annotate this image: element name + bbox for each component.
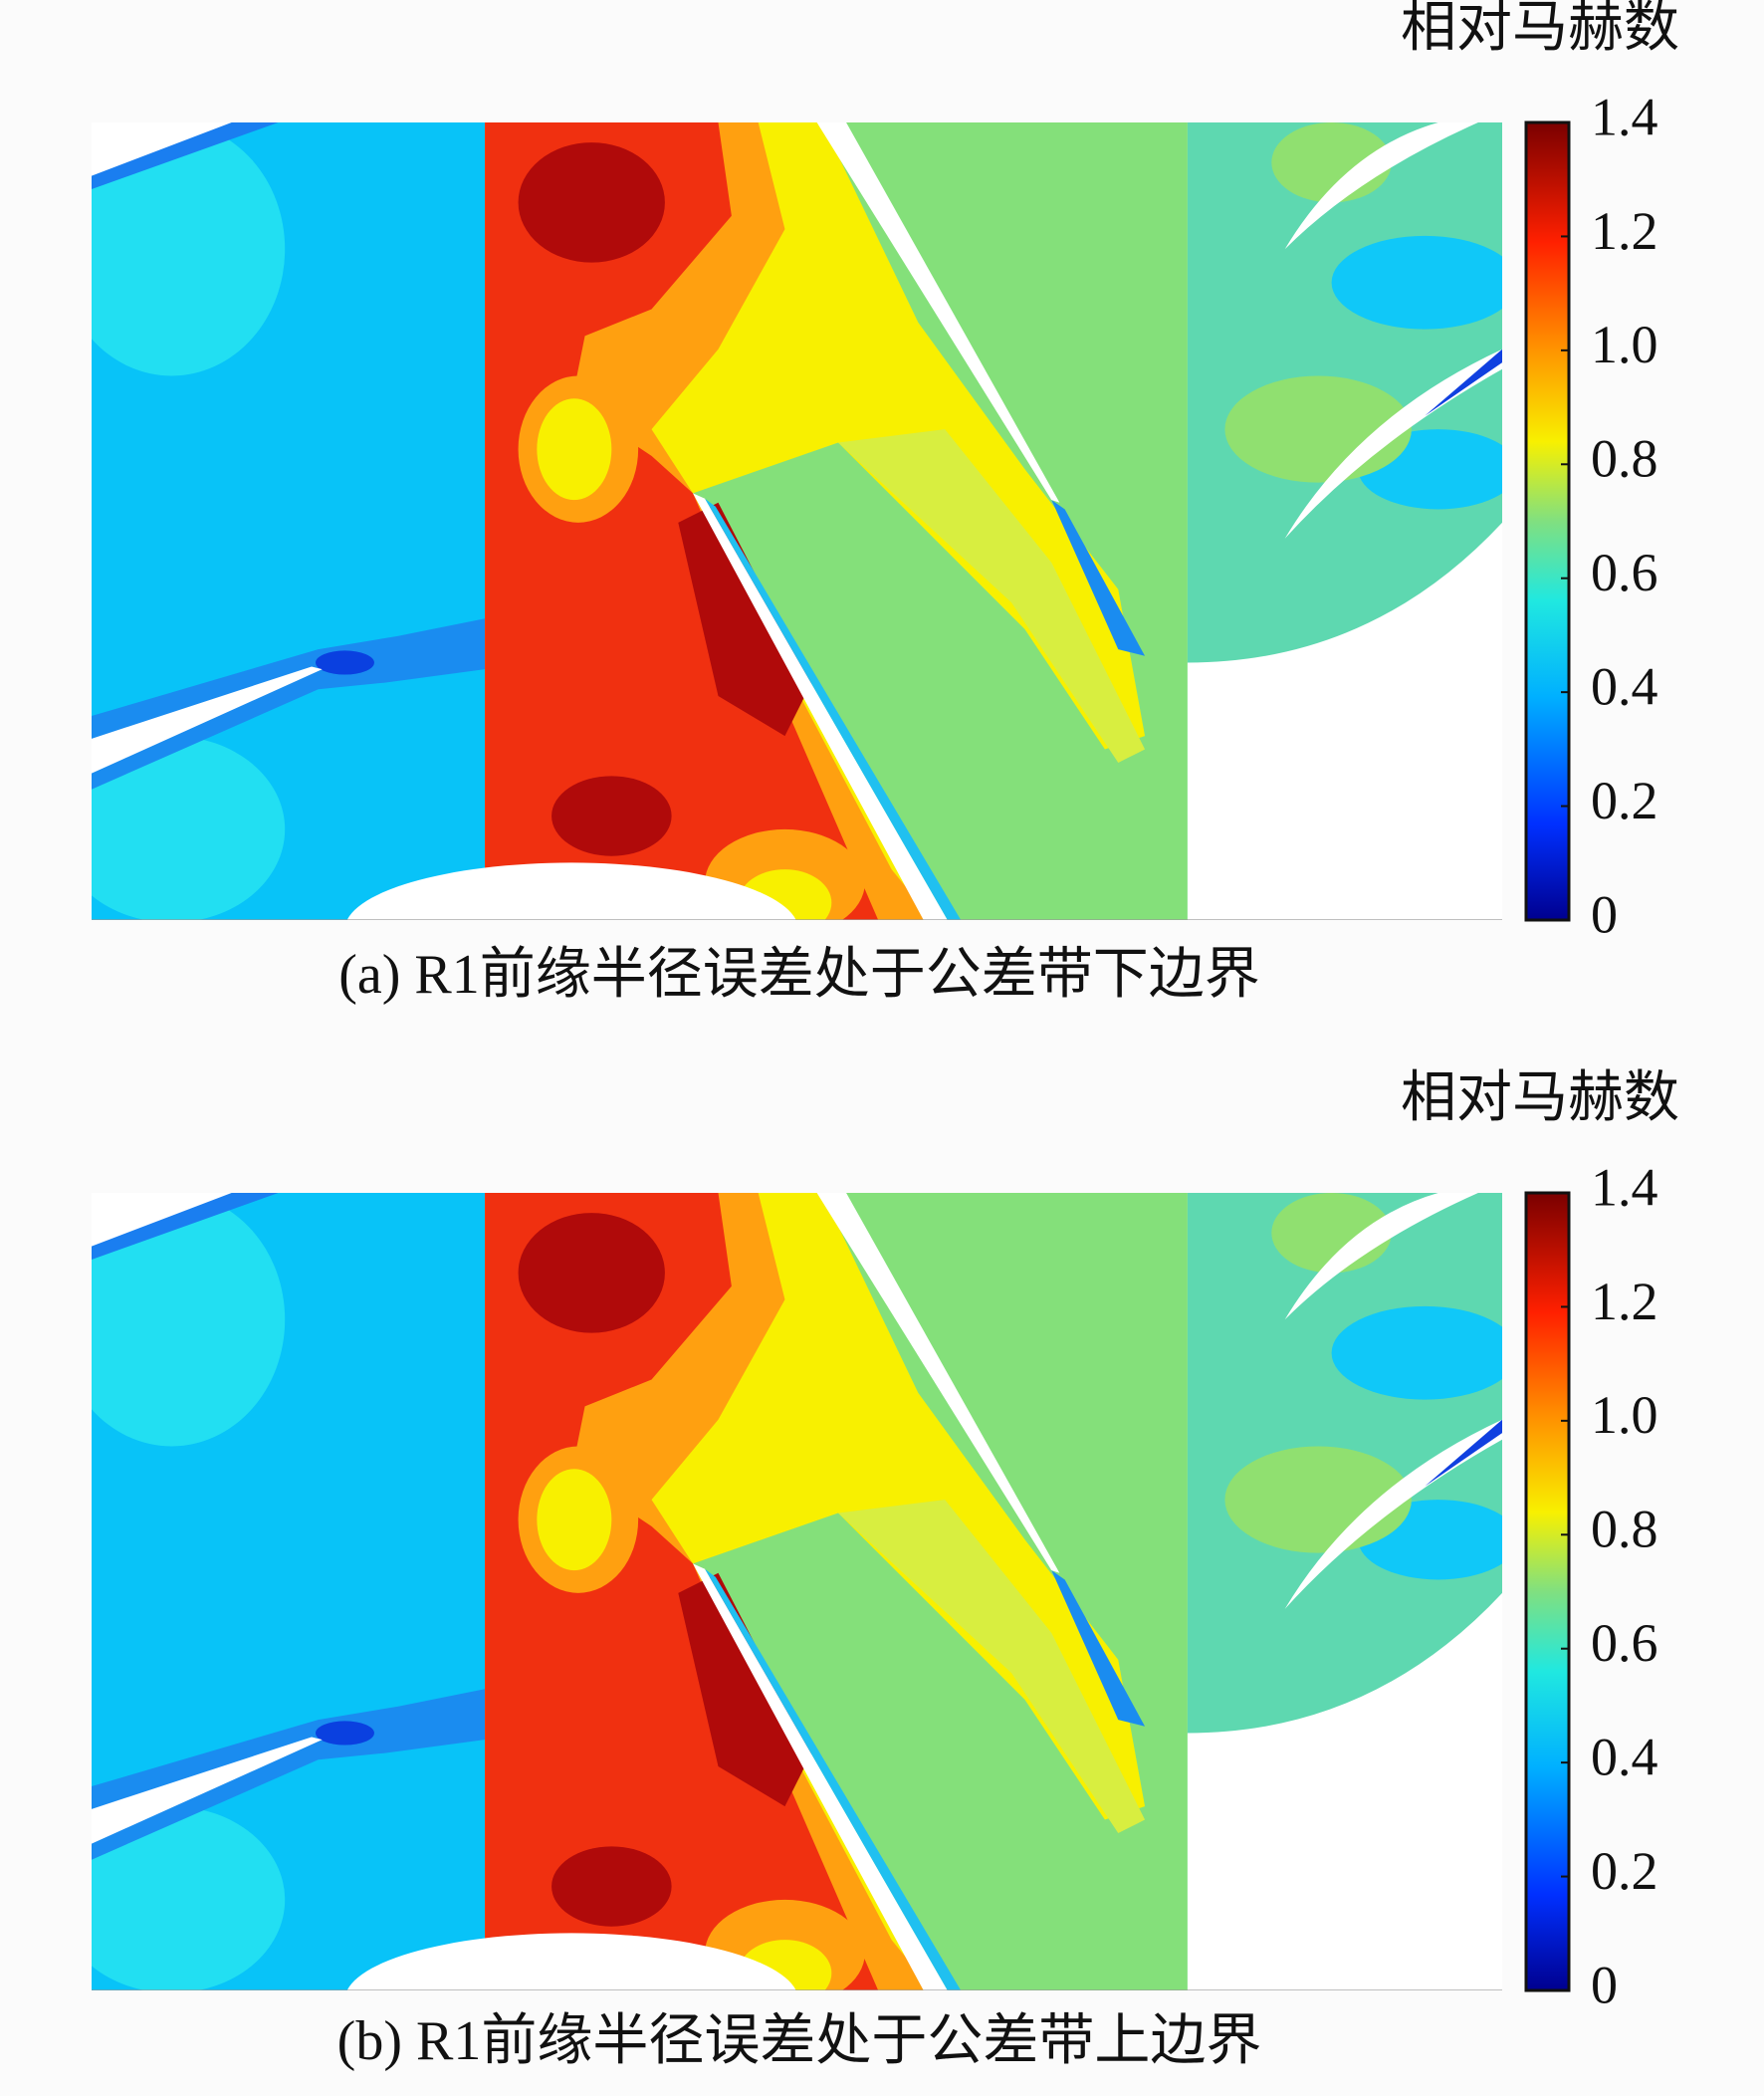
panel: 相对马赫数 0 0.2 0.4 0.6 0.8 1.0 1.2 1.4 (a) R1前缘半径误差处… xyxy=(59,0,1679,1006)
colorbar-tick-label: 1.2 xyxy=(1591,201,1658,261)
colorbar-title: 相对马赫数 xyxy=(1401,0,1679,59)
caption: (a) R1前缘半径误差处于公差带下边界 xyxy=(338,944,1260,1006)
colorbar xyxy=(1524,1191,1571,1992)
colorbar-tick-label: 0.8 xyxy=(1591,429,1658,489)
colorbar-tick-label: 1.2 xyxy=(1591,1272,1658,1331)
colorbar-tick-label: 0.6 xyxy=(1591,1613,1658,1673)
colorbar-tick-label: 0 xyxy=(1591,884,1618,944)
colorbar-tick-label: 0.6 xyxy=(1591,543,1658,602)
colorbar-tick-label: 0.2 xyxy=(1591,1841,1658,1901)
colorbar-tick-label: 0.2 xyxy=(1591,771,1658,830)
caption: (b) R1前缘半径误差处于公差带上边界 xyxy=(337,2010,1262,2072)
colorbar-tick-label: 0.4 xyxy=(1591,657,1658,717)
colorbar-title: 相对马赫数 xyxy=(1401,1067,1679,1129)
colorbar-tick-label: 1.0 xyxy=(1591,1385,1658,1445)
colorbar-tick-label: 1.0 xyxy=(1591,315,1658,374)
panel: 相对马赫数 0 0.2 0.4 0.6 0.8 1.0 1.2 1.4 (b) R1前缘半径误差处… xyxy=(59,1067,1679,2072)
colorbar xyxy=(1524,120,1571,922)
colorbar-tick-label: 1.4 xyxy=(1591,1157,1658,1217)
colorbar-tick-label: 0.4 xyxy=(1591,1728,1658,1787)
contour-plot xyxy=(59,122,1519,996)
colorbar-tick-label: 1.4 xyxy=(1591,87,1658,146)
contour-plot xyxy=(59,1193,1519,2066)
colorbar-tick-label: 0 xyxy=(1591,1955,1618,2014)
colorbar-tick-label: 0.8 xyxy=(1591,1500,1658,1559)
